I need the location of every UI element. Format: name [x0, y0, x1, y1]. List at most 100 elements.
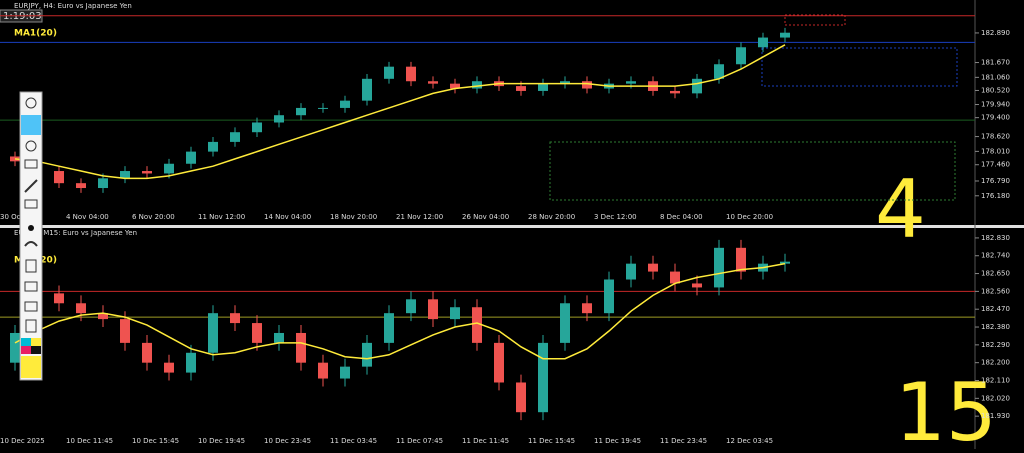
candle-body [120, 171, 130, 179]
x-tick-label: 10 Dec 20:00 [726, 213, 773, 221]
candle-body [758, 37, 768, 48]
x-tick-label: 10 Dec 11:45 [66, 437, 113, 445]
y-tick-label: 182.200 [981, 359, 1010, 367]
candle-body [714, 247, 724, 288]
candle-body [428, 81, 438, 84]
y-tick-label: 182.740 [981, 252, 1010, 260]
y-tick-label: 179.400 [981, 114, 1010, 122]
tool-trash[interactable] [25, 259, 37, 273]
candle-body [736, 47, 746, 65]
candle-body [164, 163, 174, 174]
candle-body [230, 132, 240, 142]
candle-body [252, 122, 262, 133]
y-tick-label: 179.940 [981, 101, 1010, 109]
candle-body [318, 362, 328, 379]
y-tick-label: 177.460 [981, 161, 1010, 169]
candle-body [560, 303, 570, 343]
candle-body [208, 313, 218, 353]
candle-body [780, 261, 790, 264]
color-swatch[interactable] [31, 346, 41, 354]
candle-body [604, 279, 614, 314]
candle-body [10, 332, 20, 363]
candle-body [626, 263, 636, 280]
candle-body [10, 156, 20, 162]
candle-body [582, 303, 592, 314]
tool-tag[interactable] [24, 159, 38, 169]
x-tick-label: 10 Dec 19:45 [198, 437, 245, 445]
candle-body [98, 313, 108, 320]
tool-dot[interactable] [28, 225, 34, 231]
candle-body [164, 362, 174, 373]
x-tick-label: 14 Nov 04:00 [264, 213, 311, 221]
x-tick-label: 11 Dec 19:45 [594, 437, 641, 445]
y-tick-label: 181.670 [981, 59, 1010, 67]
chart-title: EURJPY, M15: Euro vs Japanese Yen [14, 229, 137, 237]
candle-body [98, 178, 108, 189]
candle-body [362, 342, 372, 367]
x-tick-label: 30 Oct [0, 213, 23, 221]
y-tick-label: 181.060 [981, 73, 1010, 81]
x-tick-label: 12 Dec 03:45 [726, 437, 773, 445]
candle-body [208, 141, 218, 152]
tool-camera[interactable] [24, 301, 38, 312]
color-swatch[interactable] [21, 346, 31, 354]
candle-body [186, 151, 196, 164]
candle-body [494, 342, 504, 383]
candle-body [76, 303, 86, 314]
candle-body [296, 107, 306, 116]
candle-body [692, 283, 702, 288]
color-swatch[interactable] [31, 338, 41, 346]
candle-body [670, 271, 680, 284]
x-tick-label: 18 Nov 20:00 [330, 213, 377, 221]
candle-body [142, 171, 152, 174]
timer: 1:19:03 [3, 11, 42, 22]
candle-body [780, 32, 790, 38]
candle-body [560, 81, 570, 84]
y-tick-label: 182.110 [981, 377, 1010, 385]
candle-body [538, 342, 548, 413]
candle-body [120, 319, 130, 343]
candle-body [450, 83, 460, 89]
x-tick-label: 6 Nov 20:00 [132, 213, 175, 221]
candle-body [538, 83, 548, 91]
candle-body [406, 299, 416, 314]
y-tick-label: 182.020 [981, 394, 1010, 402]
tool-clipboard[interactable] [25, 319, 37, 333]
tool-selected[interactable] [21, 115, 41, 135]
color-swatch[interactable] [21, 338, 31, 346]
x-tick-label: 11 Dec 03:45 [330, 437, 377, 445]
candle-body [582, 81, 592, 89]
candle-body [142, 342, 152, 363]
candle-body [230, 313, 240, 324]
tool-screen[interactable] [24, 281, 38, 292]
x-tick-label: 11 Nov 12:00 [198, 213, 245, 221]
candle-body [340, 366, 350, 379]
color-swatch[interactable] [21, 356, 41, 378]
tool-undo[interactable] [24, 241, 38, 247]
x-tick-label: 8 Dec 04:00 [660, 213, 703, 221]
tool-eye[interactable] [25, 97, 37, 109]
y-tick-label: 182.890 [981, 29, 1010, 37]
candle-body [54, 171, 64, 184]
tool-magnet[interactable] [25, 140, 37, 152]
candle-body [340, 100, 350, 108]
candle-body [54, 293, 64, 304]
x-tick-label: 3 Dec 12:00 [594, 213, 637, 221]
tool-pencil[interactable] [24, 179, 38, 193]
candle-body [472, 307, 482, 343]
candle-body [670, 90, 680, 94]
x-tick-label: 10 Dec 23:45 [264, 437, 311, 445]
y-tick-label: 182.380 [981, 323, 1010, 331]
tool-eraser[interactable] [24, 199, 38, 209]
y-tick-label: 182.560 [981, 287, 1010, 295]
candle-body [252, 323, 262, 343]
candle-body [318, 107, 328, 109]
x-tick-label: 11 Dec 23:45 [660, 437, 707, 445]
y-tick-label: 178.620 [981, 133, 1010, 141]
y-tick-label: 180.520 [981, 86, 1010, 94]
y-tick-label: 176.790 [981, 177, 1010, 185]
x-tick-label: 11 Dec 11:45 [462, 437, 509, 445]
candle-body [274, 115, 284, 123]
